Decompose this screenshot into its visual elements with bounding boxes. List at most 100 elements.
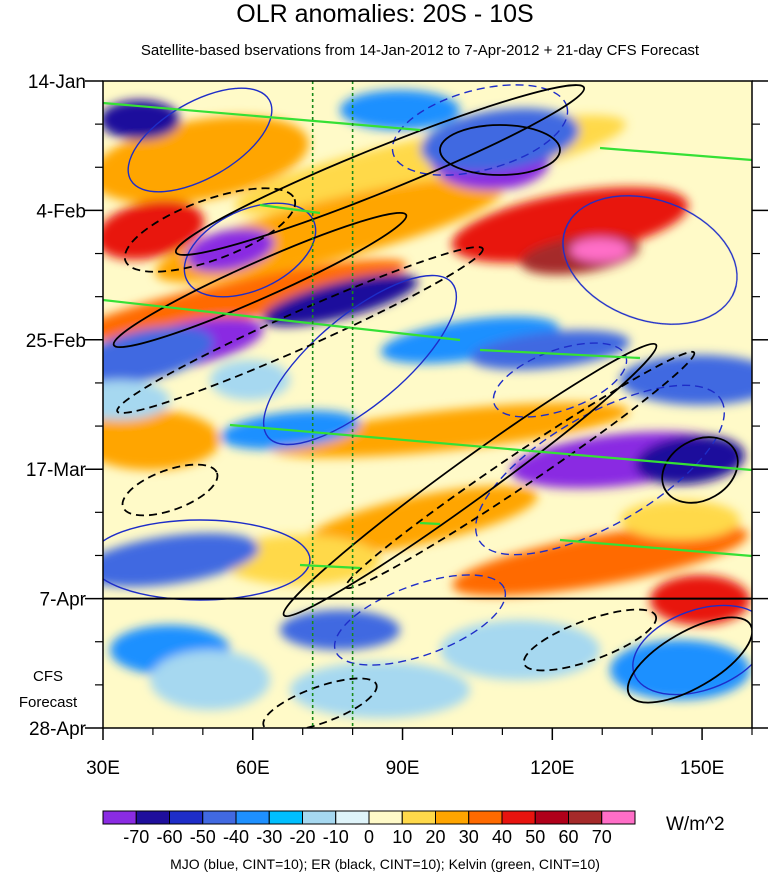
x-tick-label: 60E xyxy=(236,758,270,779)
colorbar-swatch xyxy=(601,810,636,825)
er-contour xyxy=(344,350,696,590)
field-blob xyxy=(150,650,270,710)
colorbar-label: 20 xyxy=(425,827,445,847)
colorbar-swatch xyxy=(102,810,137,825)
colorbar-label: -50 xyxy=(190,827,216,847)
colorbar-label: 50 xyxy=(525,827,545,847)
field-blob xyxy=(103,200,205,260)
field-blob xyxy=(262,273,418,327)
y-tick-label: 28-Apr xyxy=(29,719,87,740)
plot-axes: 30E 60E 90E 120E 150E 14-Jan 4-Feb 25-Feb 17-Mar… xyxy=(26,72,768,779)
field-blob xyxy=(270,402,630,458)
mjo-contour xyxy=(391,84,569,176)
mjo-contour xyxy=(103,519,311,601)
x-tick-label: 150E xyxy=(680,758,724,779)
y-tick-label: 25-Feb xyxy=(26,331,86,352)
mjo-contour xyxy=(333,574,507,666)
kelvin-contour xyxy=(559,538,752,558)
chart-title: OLR anomalies: 20S - 10S xyxy=(236,0,534,28)
colorbar-swatch xyxy=(235,810,270,825)
colorbar-label: 30 xyxy=(459,827,479,847)
field-blob xyxy=(620,500,740,540)
field-blob xyxy=(380,316,560,364)
colorbar-swatch xyxy=(202,810,237,825)
kelvin-contour xyxy=(479,348,641,360)
y-tick-label: 17-Mar xyxy=(26,460,87,481)
colorbar-swatch xyxy=(335,810,370,825)
contour-legend-footer: MJO (blue, CINT=10); ER (black, CINT=10)… xyxy=(170,856,600,872)
colorbar-swatch xyxy=(401,810,436,825)
kelvin-contour xyxy=(259,203,321,215)
x-tick-label: 30E xyxy=(86,758,120,779)
field-blob xyxy=(290,662,470,718)
er-contour xyxy=(661,436,739,504)
mjo-contour xyxy=(474,384,726,556)
colorbar-label: -30 xyxy=(256,827,282,847)
x-tick-label: 120E xyxy=(530,758,574,779)
kelvin-contour xyxy=(299,563,361,570)
field-blob xyxy=(340,90,460,130)
field-blob xyxy=(650,575,750,625)
er-contour xyxy=(174,84,586,256)
field-blob xyxy=(103,380,170,420)
field-blob xyxy=(103,410,220,470)
colorbar-swatch xyxy=(501,810,536,825)
colorbar-label: -10 xyxy=(323,827,349,847)
er-contour xyxy=(112,211,408,349)
colorbar-label: 0 xyxy=(364,827,374,847)
y-tick-label: 14-Jan xyxy=(28,72,86,93)
colorbar-swatch xyxy=(302,810,337,825)
chart-subtitle: Satellite-based bservations from 14-Jan-… xyxy=(140,42,700,59)
colorbar-swatch xyxy=(368,810,403,825)
y-tick-label: 4-Feb xyxy=(36,201,86,222)
field-blob xyxy=(610,640,750,700)
colorbar-units: W/m^2 xyxy=(666,814,725,835)
colorbar-swatch xyxy=(468,810,503,825)
plot-frame xyxy=(102,80,753,729)
field-blob xyxy=(451,187,689,263)
wave-contours xyxy=(103,81,752,728)
mjo-contour xyxy=(632,604,752,696)
colorbar-swatch xyxy=(534,810,569,825)
er-contour xyxy=(262,677,378,728)
cfs-label-line-1: CFS xyxy=(33,668,63,685)
field-blob xyxy=(420,108,580,172)
kelvin-contour xyxy=(599,146,752,162)
kelvin-contour xyxy=(103,101,421,132)
colorbar-swatch xyxy=(268,810,303,825)
colorbar-label: -40 xyxy=(223,827,249,847)
y-tick-label: 7-Apr xyxy=(40,590,87,611)
colorbar: -70 -60 -50 -40 -30 -20 -10 0 10 20 30 40 50 60 70 xyxy=(102,810,636,847)
field-blob xyxy=(570,238,630,262)
cfs-label-line-2: Forecast xyxy=(18,694,78,711)
colorbar-swatch xyxy=(169,810,204,825)
colorbar-label: 60 xyxy=(558,827,578,847)
er-contour xyxy=(522,608,658,672)
colorbar-swatch xyxy=(135,810,170,825)
field-blob xyxy=(220,535,380,585)
mjo-contour xyxy=(492,342,628,418)
kelvin-contour xyxy=(103,298,461,342)
colorbar-label: 10 xyxy=(392,827,412,847)
colorbar-label: 70 xyxy=(592,827,612,847)
er-contour xyxy=(282,342,658,618)
mjo-contour xyxy=(562,195,738,325)
colorbar-label: -20 xyxy=(289,827,315,847)
field-blob xyxy=(280,610,400,650)
er-contour xyxy=(626,616,752,704)
colorbar-label: 40 xyxy=(492,827,512,847)
er-contour xyxy=(116,246,484,414)
er-contour xyxy=(121,463,219,517)
cfs-forecast-label: CFS Forecast xyxy=(8,664,88,716)
field-blob xyxy=(470,330,630,370)
field-blob xyxy=(103,100,180,140)
er-contour xyxy=(123,187,297,273)
colorbar-label: -70 xyxy=(123,827,149,847)
kelvin-contour xyxy=(419,521,441,526)
kelvin-contour xyxy=(229,423,752,472)
er-contour xyxy=(439,124,561,176)
field-blob xyxy=(210,360,290,400)
field-blob xyxy=(103,533,260,587)
colorbar-swatch xyxy=(435,810,470,825)
